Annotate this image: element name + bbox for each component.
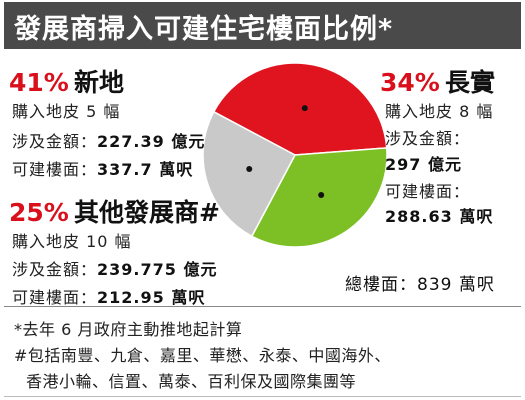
- chart-title: 發展商掃入可建住宅樓面比例*: [14, 14, 394, 45]
- shk-header: 41% 新地: [9, 63, 124, 99]
- shk-gfa: 可建樓面：337.7 萬呎: [12, 156, 193, 180]
- others-gfa: 可建樓面：212.95 萬呎: [12, 284, 205, 308]
- bottom-divider: [4, 396, 521, 397]
- others-name: 其他發展商#: [73, 198, 220, 227]
- ck-amount-value: 297 億元: [385, 155, 462, 174]
- others-percent: 25%: [9, 198, 69, 227]
- total-gfa: 總樓面：839 萬呎: [345, 275, 495, 295]
- footnote-1: *去年 6 月政府主動推地起計算: [14, 320, 243, 339]
- shk-gfa-value: 337.7 萬呎: [97, 160, 194, 179]
- others-amount-label: 涉及金額：: [12, 260, 98, 279]
- ck-gfa-label: 可建樓面：: [385, 182, 471, 201]
- others-sites: 購入地皮 10 幅: [12, 232, 132, 251]
- slice-ck-marker: [318, 192, 325, 199]
- others-header: 25% 其他發展商#: [9, 193, 220, 229]
- slice-others: [202, 110, 297, 238]
- shk-amount-label: 涉及金額：: [12, 132, 98, 151]
- ck-name: 長實: [444, 68, 495, 97]
- others-amount: 涉及金額：239.775 億元: [12, 256, 217, 280]
- slice-shk: [212, 62, 388, 156]
- shk-gfa-label: 可建樓面：: [12, 160, 98, 179]
- footnote-2: #包括南豐、九倉、嘉里、華懋、永泰、中國海外、: [14, 346, 391, 365]
- shk-amount-value: 227.39 億元: [97, 132, 206, 151]
- title-bar: 發展商掃入可建住宅樓面比例*: [4, 2, 521, 49]
- shk-sites: 購入地皮 5 幅: [12, 102, 121, 121]
- pie-chart: [202, 62, 388, 248]
- others-amount-value: 239.775 億元: [97, 260, 218, 279]
- others-gfa-label: 可建樓面：: [12, 288, 98, 307]
- ck-percent: 34%: [380, 68, 440, 97]
- slice-others-marker: [246, 165, 253, 172]
- shk-percent: 41%: [9, 68, 69, 97]
- others-gfa-value: 212.95 萬呎: [97, 288, 206, 307]
- slice-shk-marker: [301, 105, 308, 112]
- ck-amount-label: 涉及金額：: [385, 129, 471, 148]
- footnote-3: 香港小輪、信置、萬泰、百利保及國際集團等: [26, 372, 357, 391]
- ck-gfa-value: 288.63 萬呎: [385, 207, 494, 226]
- shk-name: 新地: [73, 68, 124, 97]
- ck-sites: 購入地皮 8 幅: [385, 102, 494, 121]
- shk-amount: 涉及金額：227.39 億元: [12, 128, 205, 152]
- ck-header: 34% 長實: [380, 63, 495, 99]
- divider: [4, 306, 521, 307]
